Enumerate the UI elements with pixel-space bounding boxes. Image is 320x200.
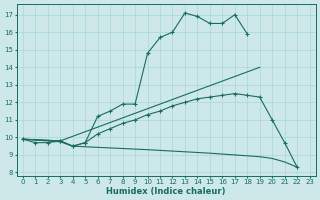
- X-axis label: Humidex (Indice chaleur): Humidex (Indice chaleur): [107, 187, 226, 196]
